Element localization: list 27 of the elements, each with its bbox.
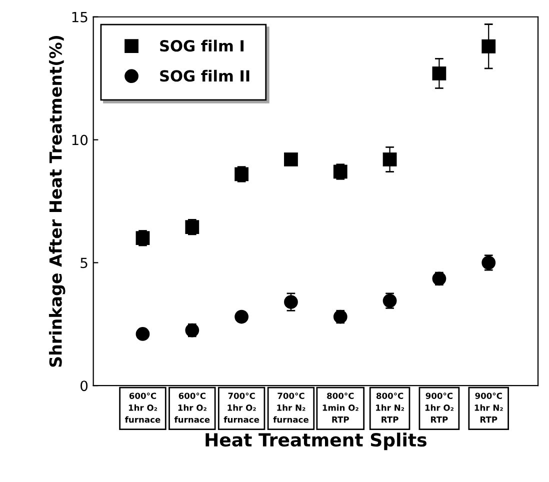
x-tick-label: 900°C 1hr N₂ RTP (474, 392, 503, 423)
point (136, 327, 150, 341)
x-tick-label: 900°C 1hr O₂ RTP (425, 392, 454, 423)
y-tick-label: 5 (80, 258, 88, 268)
point (333, 310, 348, 324)
x-tick-label: 800°C 1hr N₂ RTP (376, 392, 404, 423)
point (333, 164, 348, 179)
y-axis-title: Shrinkage After Heat Treatment(%) (48, 36, 66, 367)
y-tick-label: 0 (80, 380, 88, 392)
x-tick-label: 700°C 1hr O₂ furnace (224, 392, 260, 423)
point (382, 152, 397, 166)
x-tick-label: 600°C 1hr O₂ furnace (124, 392, 160, 423)
point (482, 256, 496, 270)
legend-label: SOG film II (160, 70, 250, 82)
y-tick-label: 10 (72, 134, 88, 146)
point (482, 39, 496, 54)
point (234, 167, 249, 182)
x-axis-title: Heat Treatment Splits (206, 432, 426, 450)
legend-label: SOG film I (160, 40, 244, 52)
point (284, 295, 298, 309)
x-tick-label: 700°C 1hr N₂ furnace (273, 392, 308, 423)
x-tick-label: 800°C 1min O₂ RTP (322, 392, 358, 423)
point (284, 152, 298, 166)
x-tick-label: 600°C 1hr O₂ furnace (174, 392, 210, 423)
point (432, 66, 446, 80)
y-tick-label: 15 (72, 12, 88, 22)
point (234, 310, 249, 324)
